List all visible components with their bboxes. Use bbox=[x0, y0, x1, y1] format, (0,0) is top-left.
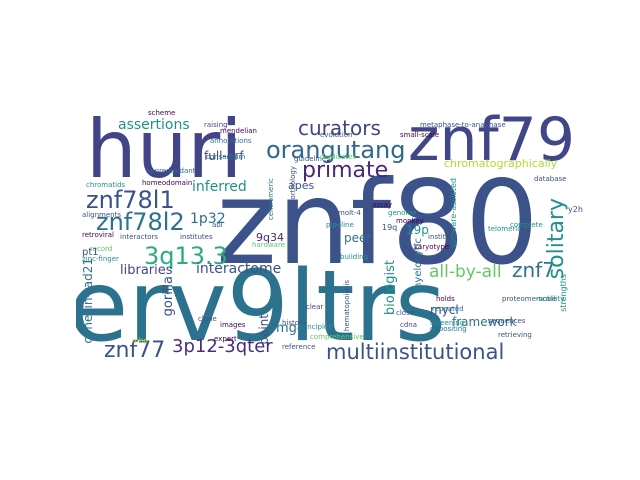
word-genome: genome bbox=[388, 209, 417, 217]
word-history: history bbox=[282, 319, 307, 327]
word-paint: paint bbox=[257, 314, 271, 345]
word-peer: peer bbox=[344, 231, 372, 245]
word-znf79: znf79 bbox=[408, 108, 575, 175]
word-19q: 19q bbox=[382, 223, 398, 232]
word-assertions: assertions bbox=[118, 117, 190, 133]
word-record: record bbox=[90, 245, 113, 253]
word-erv9ltrs: erv9ltrs bbox=[76, 250, 446, 364]
word-full-orf: full-orf bbox=[204, 149, 244, 163]
word-nonredundant: nonredundant bbox=[146, 167, 196, 175]
word-3q13: 3q13.3 bbox=[144, 242, 228, 270]
word-retrieving: retrieving bbox=[498, 331, 532, 339]
word-libraries: libraries bbox=[120, 263, 173, 278]
word-hardware: hardware bbox=[252, 241, 285, 249]
word-proteome-scale: proteome-scale bbox=[502, 295, 557, 303]
word-solitary: solitary bbox=[544, 198, 569, 280]
word-9q34: 9q34 bbox=[256, 231, 284, 244]
word-repeated: repeated bbox=[432, 305, 464, 313]
word-mobility: mobility bbox=[536, 295, 565, 303]
word-1p32: 1p32 bbox=[190, 211, 226, 227]
word-molt-4: molt-4 bbox=[338, 209, 361, 217]
word-apes: apes bbox=[288, 179, 315, 192]
word-images: images bbox=[220, 321, 246, 329]
word-abl: abl bbox=[212, 221, 223, 229]
word-orangutang: orangutang bbox=[266, 136, 406, 164]
word-clone: clone bbox=[198, 315, 217, 323]
word-all-by-all: all-by-all bbox=[429, 262, 502, 282]
word-interactors: interactors bbox=[120, 233, 159, 241]
word-znf7: znf7 bbox=[512, 258, 555, 282]
word-3p12: 3p12-3qter bbox=[172, 336, 273, 357]
word-duplicates: duplicates bbox=[320, 153, 357, 161]
word-gorilla: gorilla bbox=[161, 276, 176, 317]
word-institute: institute bbox=[428, 233, 457, 241]
word-chromatids: chromatids bbox=[86, 181, 126, 189]
word-multiinstitutional: multiinstitutional bbox=[326, 340, 505, 364]
word-primate: primate bbox=[302, 158, 389, 183]
word-centromeric: centromeric bbox=[267, 178, 275, 221]
word-znf78l1: znf78l1 bbox=[86, 186, 175, 214]
word-assay: assay bbox=[372, 201, 393, 209]
word-retroviral: retroviral bbox=[82, 231, 114, 239]
word-metaphase: metaphase-to-anaphase bbox=[420, 121, 506, 129]
word-strengths: strengths bbox=[559, 274, 568, 312]
word-evolution: evolution bbox=[320, 131, 353, 139]
word-guidelines: guidelines bbox=[294, 155, 330, 163]
word-mendelian: mendelian bbox=[220, 127, 257, 135]
word-curators: curators bbox=[298, 116, 381, 140]
word-mgc: mgc bbox=[276, 321, 305, 336]
word-karyotype: karyotype bbox=[414, 243, 450, 251]
word-mbp: mbp bbox=[132, 337, 148, 345]
word-znf80: znf80 bbox=[216, 156, 539, 291]
word-database: database bbox=[534, 175, 567, 183]
word-depositing: depositing bbox=[430, 325, 467, 333]
word-zinc-finger: zinc-finger bbox=[82, 255, 119, 263]
word-sequences: sequences bbox=[488, 317, 526, 325]
word-pt1: pt1 bbox=[82, 247, 99, 258]
word-pipeline: pipeline bbox=[326, 221, 354, 229]
word-biologist: biologist bbox=[383, 260, 398, 316]
word-znf78l2: znf78l2 bbox=[96, 208, 185, 236]
word-expert: expert bbox=[214, 335, 237, 343]
word-reference: reference bbox=[282, 343, 316, 351]
word-framework: framework bbox=[452, 315, 517, 329]
word-comprehensive: comprehensive bbox=[310, 333, 364, 341]
word-screening: screening bbox=[430, 319, 465, 327]
word-alignments: alignments bbox=[82, 211, 122, 219]
word-close: close bbox=[396, 309, 415, 317]
word-holds: holds bbox=[436, 295, 455, 303]
word-raising: raising bbox=[204, 121, 228, 129]
word-19p: 19p bbox=[406, 223, 429, 237]
word-principles: principles bbox=[298, 323, 332, 331]
word-interactome: interactome bbox=[196, 261, 282, 277]
word-chromatographically: chromatographically bbox=[444, 157, 558, 170]
word-homeodomain: homeodomain bbox=[142, 179, 193, 187]
word-consortium: consortium bbox=[206, 153, 246, 161]
word-institutes: institutes bbox=[180, 233, 213, 241]
word-monkey: monkey bbox=[396, 217, 424, 225]
word-huri: huri bbox=[86, 108, 243, 196]
word-scheme: scheme bbox=[148, 109, 176, 117]
word-y2h: y2h bbox=[568, 205, 583, 214]
word-inferred: inferred bbox=[192, 179, 247, 195]
word-cloud: erv9ltrs znf80 huri znf79 multiinstituti… bbox=[76, 108, 584, 372]
word-cdna: cdna bbox=[400, 321, 418, 329]
word-hematopoiesis: hematopoiesis bbox=[343, 280, 351, 332]
word-orthology: orthology bbox=[289, 166, 297, 200]
word-znf77: znf77 bbox=[104, 338, 166, 363]
word-annotations: annotations bbox=[210, 137, 252, 145]
word-complete: complete bbox=[510, 221, 543, 229]
word-clear: clear bbox=[306, 303, 324, 311]
word-building: building bbox=[340, 253, 369, 261]
word-small-scale: small-scale bbox=[400, 131, 440, 139]
word-telomeric: telomeric bbox=[488, 225, 522, 233]
word-cohesin-rad21: cohesin-rad21 bbox=[81, 258, 95, 344]
word-mycl: mycl bbox=[430, 303, 459, 317]
